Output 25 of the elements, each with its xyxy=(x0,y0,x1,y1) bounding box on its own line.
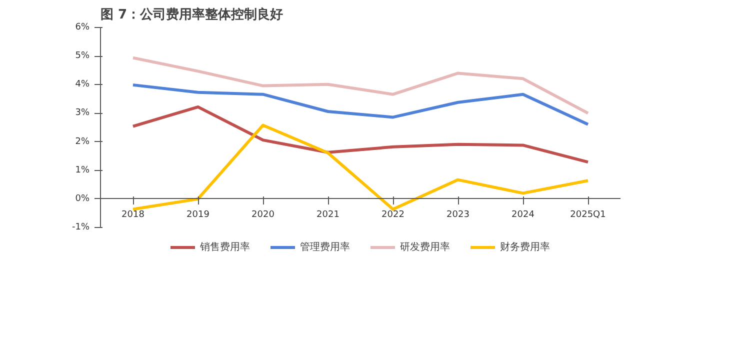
y-tick-label: 6% xyxy=(75,22,90,32)
y-tick-label: 4% xyxy=(75,80,90,90)
line-series xyxy=(132,124,590,211)
x-tick-label: 2023 xyxy=(446,210,470,220)
y-tick-label: 2% xyxy=(75,136,90,147)
legend-label: 研发费用率 xyxy=(400,240,450,254)
y-tick-label: -1% xyxy=(72,222,90,232)
legend-label: 销售费用率 xyxy=(200,240,250,254)
x-tick-label: 2018 xyxy=(122,210,145,220)
y-tick-label: 1% xyxy=(75,165,90,176)
y-tick-label: 3% xyxy=(75,108,90,118)
x-tick-label: 2022 xyxy=(382,210,404,220)
legend-label: 财务费用率 xyxy=(500,240,550,254)
line-series xyxy=(132,56,590,115)
line-series xyxy=(132,83,590,126)
y-tick-label: 5% xyxy=(75,51,90,62)
chart-title: 图 7：公司费用率整体控制良好 xyxy=(100,6,284,22)
x-tick-label: 2025Q1 xyxy=(570,210,606,220)
x-tick-label: 2024 xyxy=(512,210,535,220)
line-series xyxy=(132,105,590,164)
x-tick-label: 2020 xyxy=(252,210,275,220)
x-tick-label: 2021 xyxy=(316,210,340,220)
legend-label: 管理费用率 xyxy=(300,240,350,254)
x-tick-label: 2019 xyxy=(186,210,210,220)
y-tick-label: 0% xyxy=(75,194,90,204)
